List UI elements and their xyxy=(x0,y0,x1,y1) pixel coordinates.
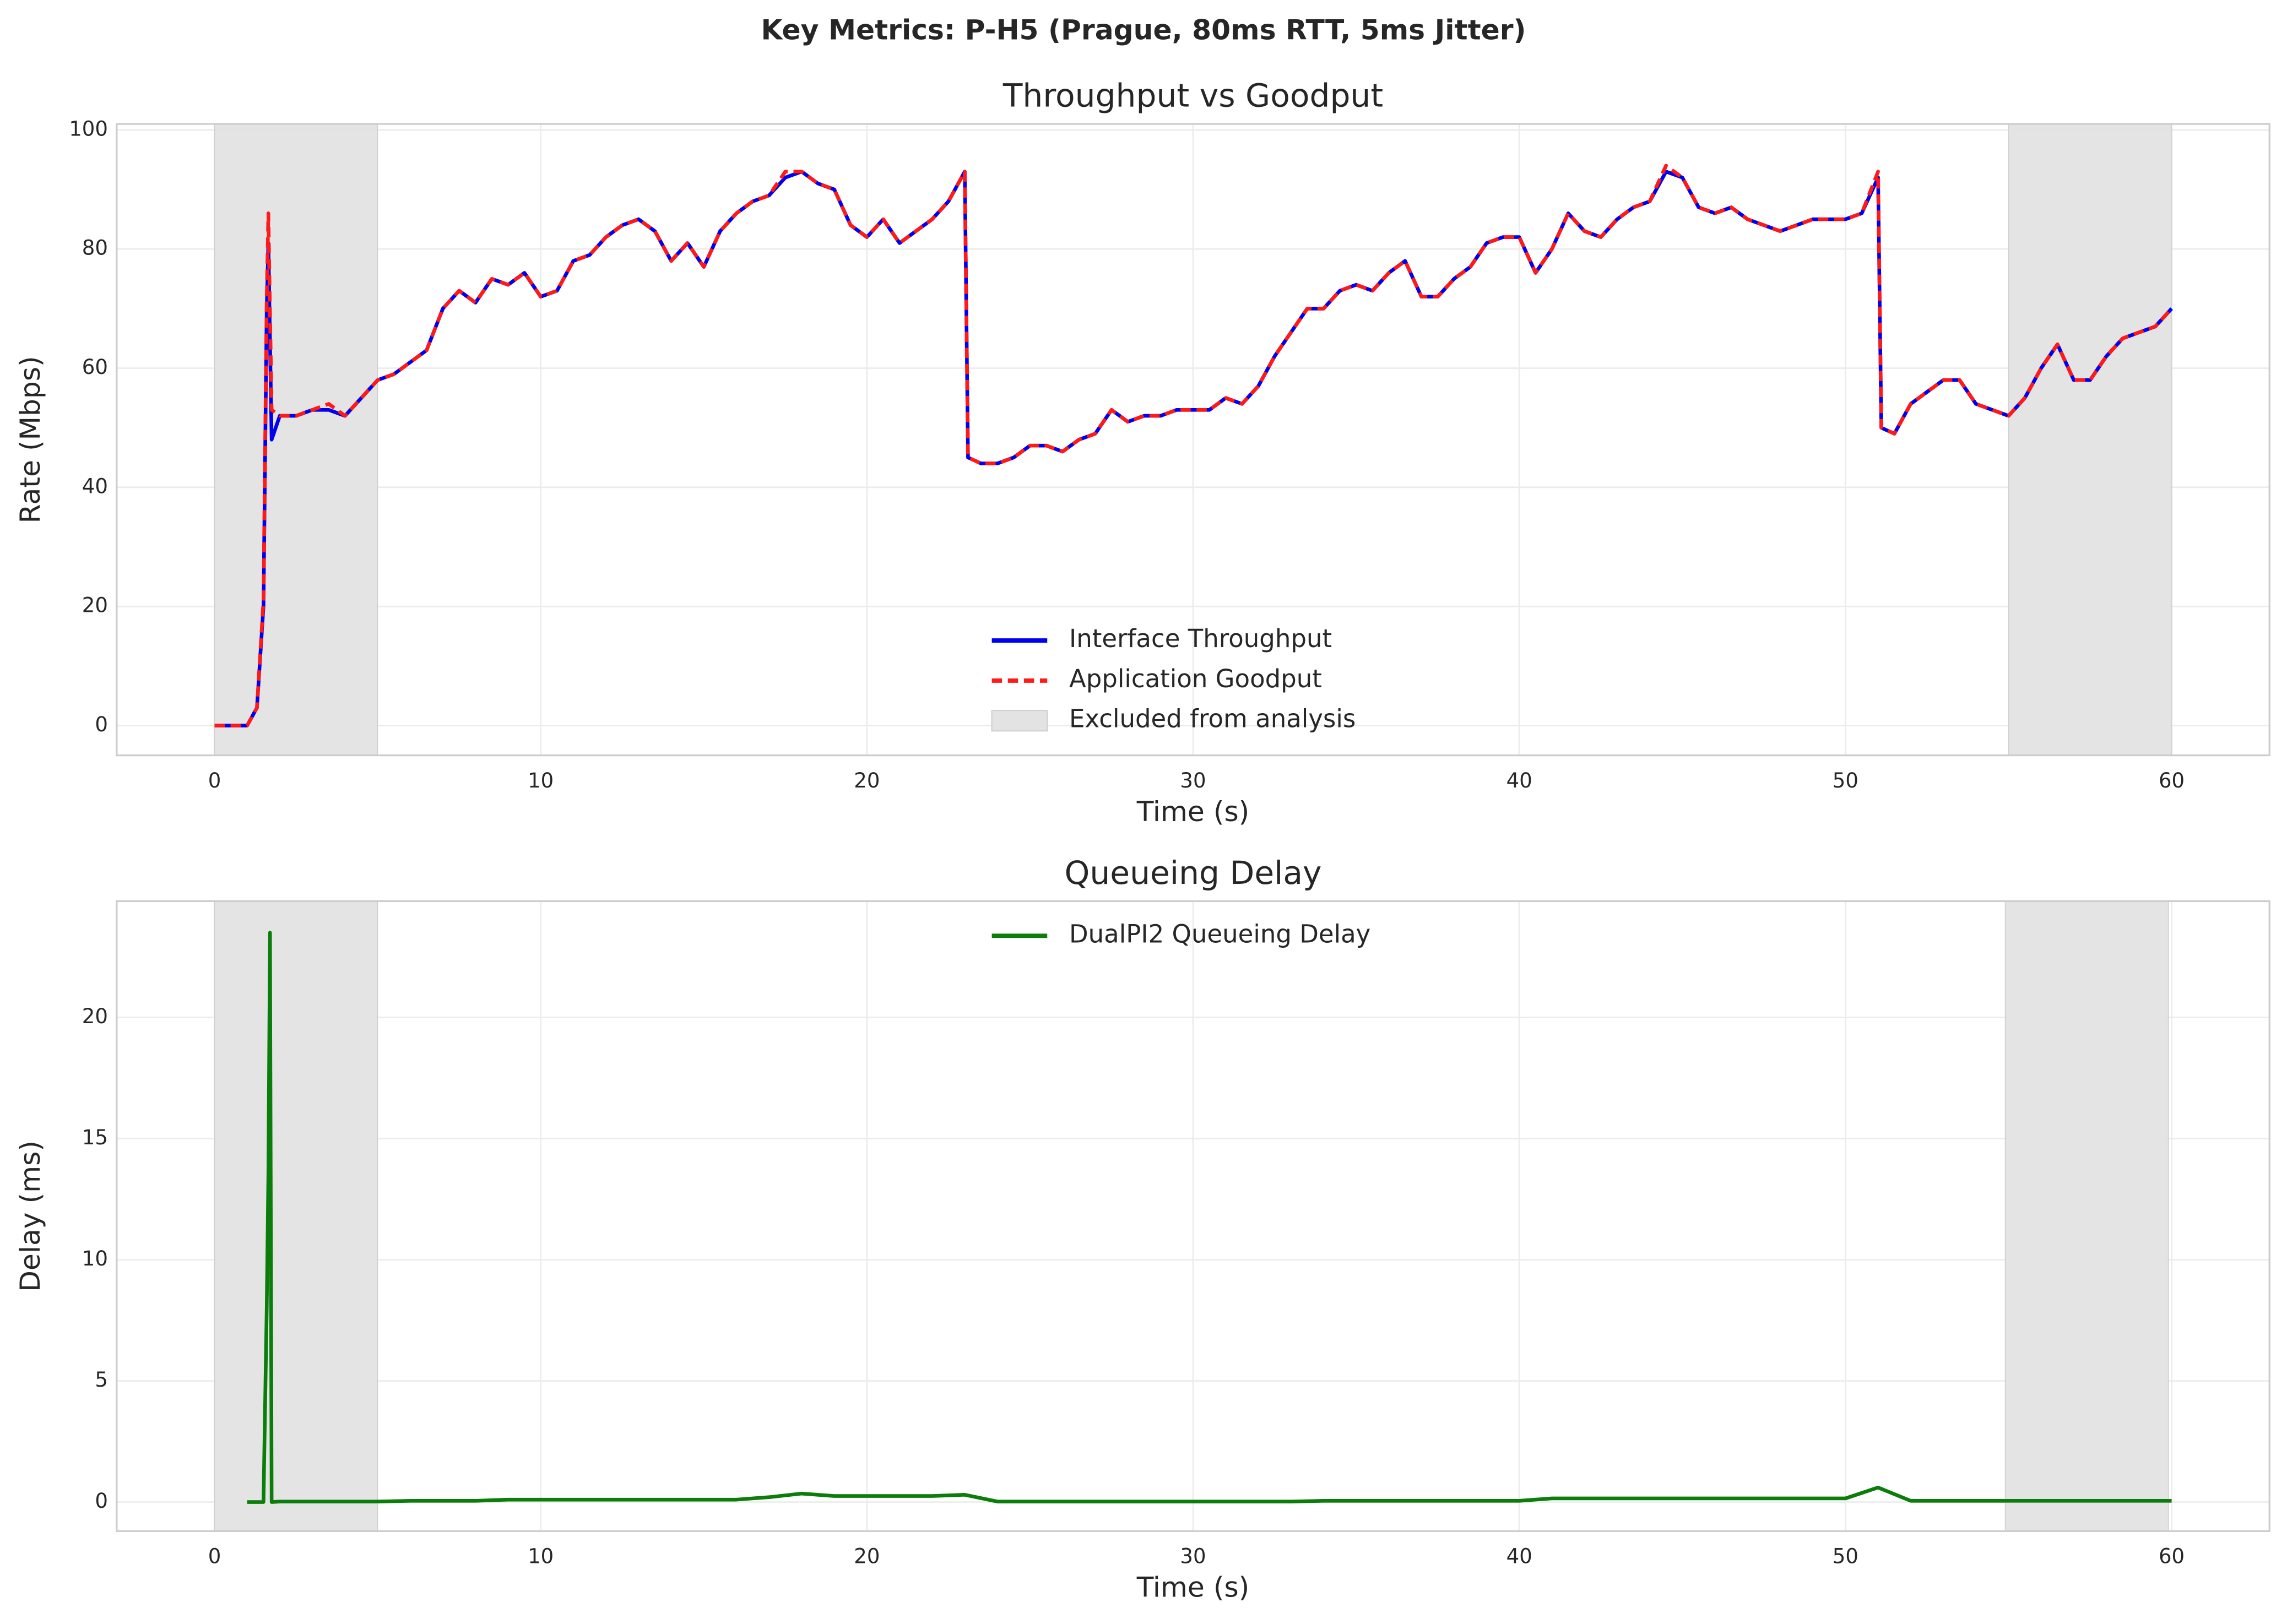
legend-label: DualPI2 Queueing Delay xyxy=(1069,919,1370,948)
x-tick-label: 50 xyxy=(1833,1544,1858,1568)
legend: DualPI2 Queueing Delay xyxy=(991,919,1370,948)
y-tick-label: 100 xyxy=(69,117,108,140)
excluded-region xyxy=(2008,123,2172,756)
excluded-region xyxy=(2004,900,2169,1532)
x-tick-label: 0 xyxy=(208,769,221,792)
y-tick-label: 20 xyxy=(82,1004,108,1028)
y-tick-label: 10 xyxy=(82,1247,108,1270)
x-tick-label: 10 xyxy=(528,769,554,792)
chart-title: Queueing Delay xyxy=(1065,854,1322,892)
plot-frame xyxy=(116,123,2270,757)
x-tick-label: 50 xyxy=(1833,769,1858,792)
y-axis-label: Delay (ms) xyxy=(14,1140,46,1292)
x-tick-label: 30 xyxy=(1180,769,1206,792)
x-axis-label: Time (s) xyxy=(1136,1571,1250,1604)
x-tick-label: 30 xyxy=(1180,1544,1206,1568)
series-line xyxy=(214,164,2173,727)
legend-label: Excluded from analysis xyxy=(1069,704,1356,734)
chart-title: Throughput vs Goodput xyxy=(1002,77,1383,115)
x-tick-label: 40 xyxy=(1506,1544,1532,1568)
y-tick-label: 40 xyxy=(82,474,108,498)
x-tick-label: 60 xyxy=(2159,769,2185,792)
plot-frame xyxy=(116,900,2270,1532)
x-tick-label: 20 xyxy=(854,769,880,792)
legend-label: Application Goodput xyxy=(1069,664,1322,693)
excluded-region xyxy=(214,900,378,1532)
x-tick-label: 0 xyxy=(208,1544,221,1568)
y-tick-label: 0 xyxy=(95,713,108,736)
y-tick-label: 20 xyxy=(82,594,108,617)
x-tick-label: 10 xyxy=(528,1544,554,1568)
y-tick-label: 0 xyxy=(95,1489,108,1513)
y-axis-label: Rate (Mbps) xyxy=(14,356,46,523)
legend-label: Interface Throughput xyxy=(1069,624,1332,653)
legend: Interface Throughput Application Goodput E… xyxy=(991,624,1356,734)
x-tick-label: 20 xyxy=(854,1544,880,1568)
legend-swatch xyxy=(991,710,1048,732)
y-tick-label: 15 xyxy=(82,1126,108,1149)
y-tick-label: 60 xyxy=(82,355,108,379)
excluded-region xyxy=(214,123,378,756)
x-tick-label: 40 xyxy=(1506,769,1532,792)
x-tick-label: 60 xyxy=(2159,1544,2185,1568)
x-axis-label: Time (s) xyxy=(1136,795,1250,828)
y-tick-label: 5 xyxy=(95,1368,108,1392)
series-line xyxy=(247,931,2172,1504)
figure-title: Key Metrics: P-H5 (Prague, 80ms RTT, 5ms… xyxy=(761,14,1526,46)
y-tick-label: 80 xyxy=(82,236,108,260)
